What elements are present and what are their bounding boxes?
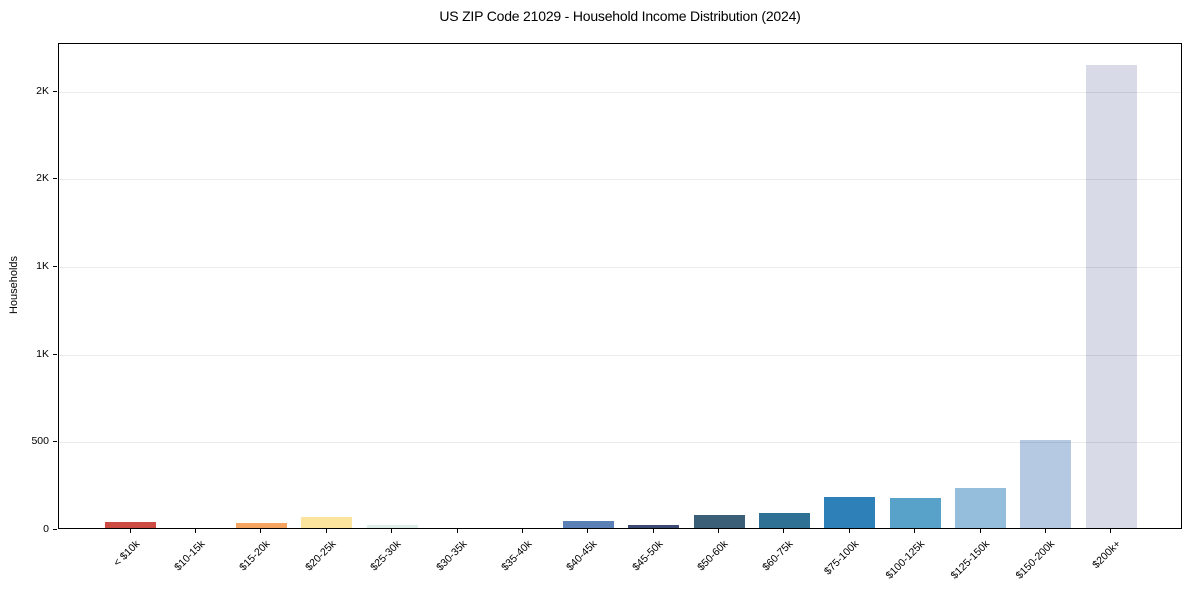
x-tick-label: $125-150k bbox=[948, 538, 993, 582]
bar-$125-150k bbox=[955, 487, 1007, 528]
y-axis-tick bbox=[53, 266, 57, 267]
y-axis-tick bbox=[53, 529, 57, 530]
chart-title: US ZIP Code 21029 - Household Income Dis… bbox=[439, 8, 801, 24]
x-axis-tick bbox=[718, 529, 720, 533]
gridline bbox=[59, 91, 1181, 93]
x-axis-tick bbox=[1044, 529, 1046, 533]
y-tick-label: 0 bbox=[43, 523, 49, 535]
x-axis-tick bbox=[391, 529, 393, 533]
gridline bbox=[59, 267, 1181, 268]
x-axis-tick bbox=[195, 529, 197, 533]
x-axis-tick bbox=[914, 529, 916, 533]
x-axis-tick bbox=[129, 529, 131, 533]
bar-$40-45k bbox=[562, 521, 614, 528]
x-tick-label: $30-35k bbox=[433, 538, 470, 574]
x-tick-label: $45-50k bbox=[629, 538, 666, 574]
bar-$60-75k bbox=[758, 513, 810, 528]
y-axis-tick bbox=[53, 90, 57, 92]
x-tick-label: < $10k bbox=[111, 538, 143, 569]
bar-$75-100k bbox=[824, 497, 876, 528]
y-axis-tick bbox=[53, 353, 57, 355]
plot-area bbox=[58, 43, 1182, 529]
x-tick-label: $40-45k bbox=[564, 538, 600, 574]
x-axis-tick bbox=[456, 529, 458, 533]
gridline bbox=[59, 179, 1181, 181]
y-axis-tick bbox=[53, 178, 57, 180]
x-axis-tick bbox=[260, 529, 262, 533]
bar-< $10k bbox=[105, 521, 157, 528]
bar-$25-30k bbox=[366, 524, 418, 528]
x-tick-label: $100-125k bbox=[883, 538, 927, 582]
bar-$15-20k bbox=[235, 522, 287, 528]
gridline bbox=[59, 442, 1181, 444]
x-axis-tick bbox=[325, 529, 327, 533]
x-tick-label: $20-25k bbox=[302, 538, 339, 574]
y-tick-label: 500 bbox=[31, 435, 49, 448]
bar-$100-125k bbox=[889, 498, 941, 528]
y-tick-label: 1K bbox=[36, 347, 49, 360]
x-tick-label: $10-15k bbox=[172, 538, 208, 574]
x-tick-label: $35-40k bbox=[499, 538, 535, 574]
x-tick-label: $75-100k bbox=[821, 538, 862, 578]
y-axis-tick bbox=[53, 441, 57, 443]
x-tick-label: $50-60k bbox=[695, 538, 731, 574]
x-tick-label: $15-20k bbox=[237, 538, 273, 574]
x-axis-tick bbox=[1110, 529, 1112, 533]
x-tick-label: $150-200k bbox=[1013, 538, 1058, 582]
y-tick-label: 1K bbox=[36, 260, 49, 272]
x-axis-tick bbox=[652, 529, 654, 533]
x-tick-label: $25-30k bbox=[368, 538, 404, 574]
y-tick-label: 2K bbox=[36, 84, 49, 97]
x-axis-tick bbox=[587, 529, 589, 533]
x-axis-tick bbox=[979, 529, 981, 533]
bar-$150-200k bbox=[1020, 440, 1072, 528]
x-axis-tick bbox=[783, 529, 785, 533]
bar-$45-50k bbox=[628, 525, 680, 528]
x-tick-label: $60-75k bbox=[760, 538, 796, 574]
gridline bbox=[59, 354, 1181, 356]
y-tick-label: 2K bbox=[36, 172, 49, 185]
bar-$20-25k bbox=[301, 517, 353, 528]
x-axis-tick bbox=[521, 529, 523, 533]
bar-$200k+ bbox=[1085, 65, 1137, 528]
bar-$50-60k bbox=[693, 514, 745, 528]
x-axis-tick bbox=[848, 529, 850, 533]
x-tick-label: $200k+ bbox=[1089, 538, 1123, 572]
